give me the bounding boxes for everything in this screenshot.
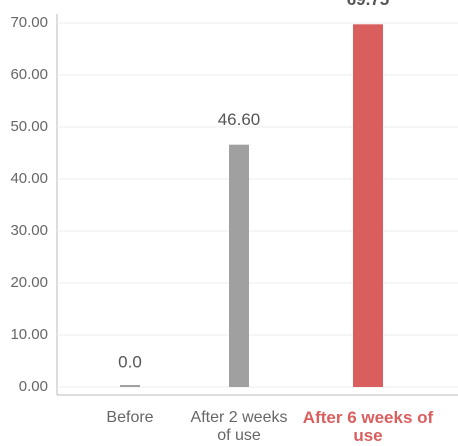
x-tick-label: After 2 weeks of use: [190, 409, 288, 444]
bar: [353, 24, 383, 388]
bar: [229, 144, 249, 387]
y-tick-label: 60.00: [10, 66, 48, 83]
value-label: 0.0: [118, 352, 142, 371]
y-tick-label: 20.00: [10, 274, 48, 291]
bar: [120, 385, 140, 387]
y-tick-label: 70.00: [10, 14, 48, 31]
y-tick-label: 10.00: [10, 326, 48, 343]
y-tick-label: 0.00: [19, 378, 48, 395]
value-label: 46.60: [218, 110, 261, 129]
x-tick-label: Before: [106, 409, 154, 426]
value-label: 69.75: [347, 0, 390, 9]
x-tick-label: After 6 weeks of use: [302, 408, 434, 445]
y-tick-label: 40.00: [10, 170, 48, 187]
y-tick-label: 30.00: [10, 222, 48, 239]
y-tick-label: 50.00: [10, 118, 48, 135]
